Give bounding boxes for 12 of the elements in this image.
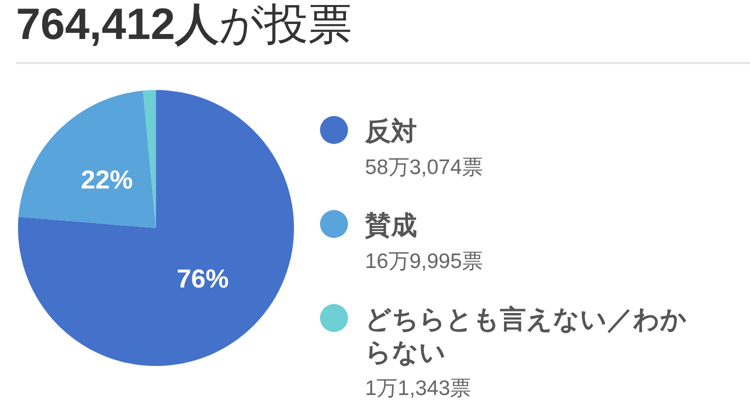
data-label: 22% — [80, 164, 133, 195]
legend-label: 賛成 — [364, 210, 417, 240]
legend-label: 反対 — [364, 116, 417, 146]
text: 58万3,074票 — [365, 156, 483, 179]
data-label: 76% — [176, 264, 229, 294]
pie-slice — [18, 90, 156, 228]
chart-title: 764,412人が投票 — [16, 0, 352, 49]
pie-slice — [18, 90, 294, 366]
text: 1万1,343票 — [365, 377, 472, 400]
text: 16万9,995票 — [365, 250, 483, 273]
legend-label: どちらとも言えない／わからない — [365, 304, 687, 367]
pie-slice — [143, 90, 156, 228]
